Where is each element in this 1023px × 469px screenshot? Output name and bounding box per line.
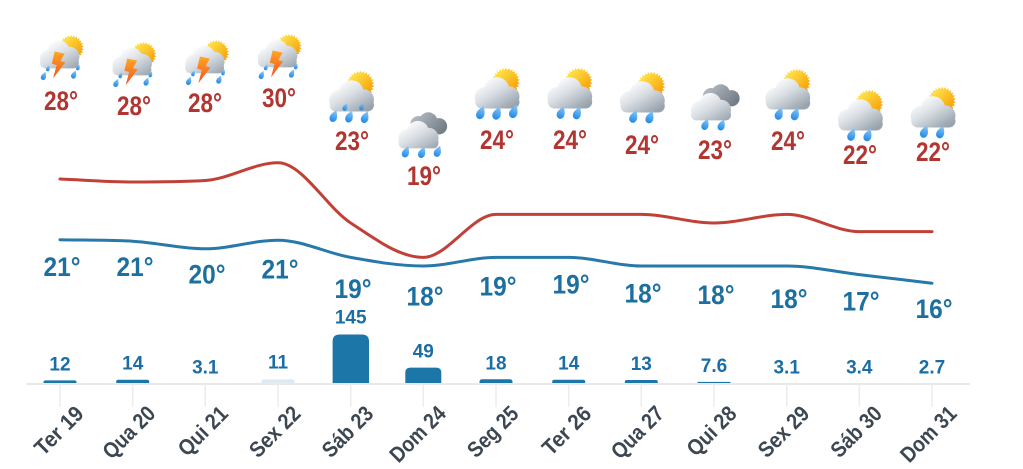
svg-text:2.7: 2.7 xyxy=(919,358,945,379)
svg-text:14: 14 xyxy=(122,354,144,375)
svg-text:11: 11 xyxy=(268,353,289,374)
svg-text:21°: 21° xyxy=(117,252,154,282)
svg-text:21°: 21° xyxy=(44,252,81,282)
svg-text:Qua 20: Qua 20 xyxy=(97,401,160,464)
svg-text:Qui 28: Qui 28 xyxy=(681,401,741,461)
svg-text:18°: 18° xyxy=(625,279,662,309)
svg-text:13: 13 xyxy=(631,354,652,375)
svg-text:Sex 29: Sex 29 xyxy=(753,401,815,463)
svg-text:17°: 17° xyxy=(843,287,880,317)
svg-text:Sex 22: Sex 22 xyxy=(244,401,306,463)
svg-text:7.6: 7.6 xyxy=(701,356,727,377)
svg-text:Sáb 23: Sáb 23 xyxy=(317,401,379,463)
svg-text:22°: 22° xyxy=(843,140,877,170)
svg-text:28°: 28° xyxy=(188,88,222,118)
svg-text:24°: 24° xyxy=(553,125,587,155)
svg-text:12: 12 xyxy=(49,354,70,375)
svg-text:18°: 18° xyxy=(771,284,808,314)
svg-text:16°: 16° xyxy=(916,294,953,324)
svg-text:3.1: 3.1 xyxy=(773,357,800,378)
svg-text:14: 14 xyxy=(558,354,580,375)
svg-text:3.1: 3.1 xyxy=(192,357,219,378)
svg-text:20°: 20° xyxy=(189,260,226,290)
svg-text:Dom 31: Dom 31 xyxy=(895,401,961,464)
svg-text:30°: 30° xyxy=(262,83,296,113)
svg-text:24°: 24° xyxy=(625,130,659,160)
svg-text:Ter 26: Ter 26 xyxy=(537,401,596,460)
svg-text:24°: 24° xyxy=(771,126,805,156)
svg-text:19°: 19° xyxy=(480,272,517,302)
svg-text:19°: 19° xyxy=(335,274,372,304)
svg-text:23°: 23° xyxy=(698,135,732,165)
svg-text:Seg 25: Seg 25 xyxy=(462,401,524,463)
svg-text:19°: 19° xyxy=(407,161,441,191)
svg-text:18°: 18° xyxy=(698,280,735,310)
svg-text:24°: 24° xyxy=(480,125,514,155)
svg-text:18: 18 xyxy=(485,353,506,374)
svg-text:49: 49 xyxy=(413,342,434,363)
svg-text:19°: 19° xyxy=(553,270,590,300)
svg-text:Dom 24: Dom 24 xyxy=(384,400,451,464)
svg-text:23°: 23° xyxy=(335,126,369,156)
svg-text:21°: 21° xyxy=(262,255,299,285)
svg-text:28°: 28° xyxy=(44,86,78,116)
svg-text:Sáb 30: Sáb 30 xyxy=(825,401,887,463)
svg-text:145: 145 xyxy=(335,308,367,329)
svg-text:28°: 28° xyxy=(117,91,151,121)
svg-text:3.4: 3.4 xyxy=(846,357,873,378)
svg-text:Ter 19: Ter 19 xyxy=(29,401,88,460)
svg-text:Qui 21: Qui 21 xyxy=(173,401,233,461)
svg-text:22°: 22° xyxy=(916,137,950,167)
svg-text:Qua 27: Qua 27 xyxy=(606,401,669,464)
svg-text:18°: 18° xyxy=(407,282,444,312)
